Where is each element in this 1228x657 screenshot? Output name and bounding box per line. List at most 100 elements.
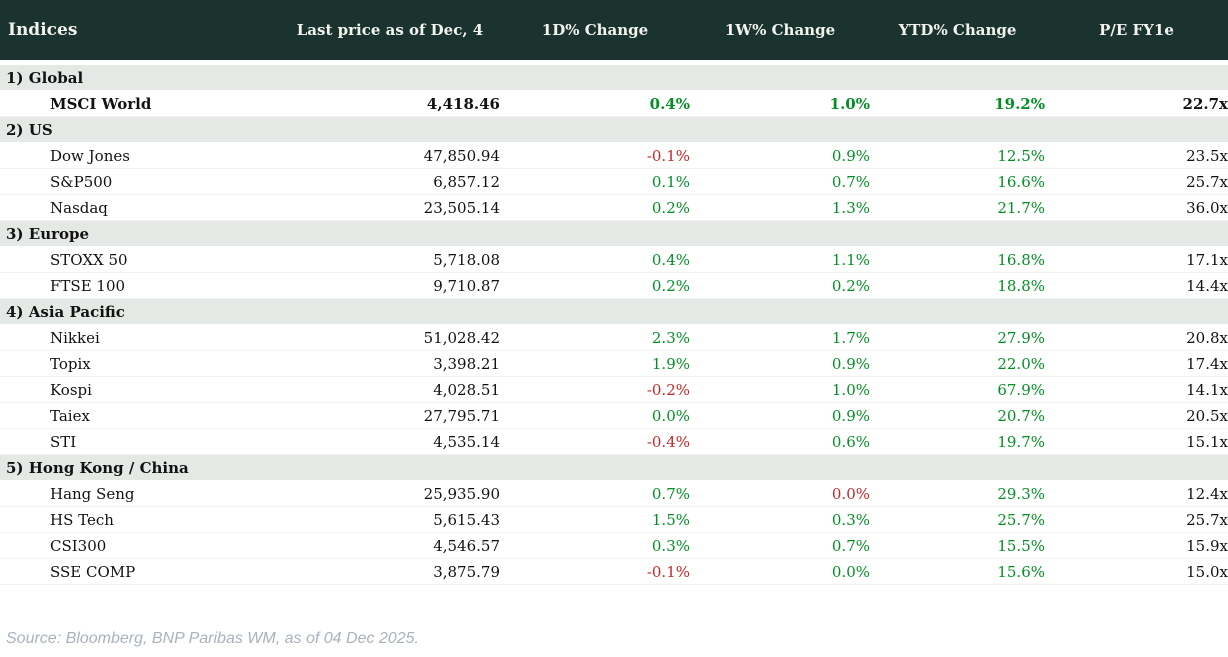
- change-1w: 1.1%: [690, 246, 870, 273]
- index-row: HS Tech 5,615.43 1.5% 0.3% 25.7% 25.7x: [0, 506, 1228, 533]
- change-1d: 2.3%: [500, 324, 690, 351]
- last-price: 4,028.51: [280, 376, 500, 403]
- last-price: 51,028.42: [280, 324, 500, 351]
- last-price: 5,615.43: [280, 506, 500, 533]
- change-ytd: 19.7%: [870, 428, 1045, 455]
- index-name: Dow Jones: [0, 142, 280, 169]
- table-header: Indices Last price as of Dec, 4 1D% Chan…: [0, 0, 1228, 65]
- change-1w: 0.7%: [690, 532, 870, 559]
- pe-ratio: 14.4x: [1045, 272, 1228, 299]
- pe-ratio: 17.4x: [1045, 350, 1228, 377]
- last-price: 4,546.57: [280, 532, 500, 559]
- index-row: MSCI World 4,418.46 0.4% 1.0% 19.2% 22.7x: [0, 90, 1228, 117]
- pe-ratio: 15.9x: [1045, 532, 1228, 559]
- pe-ratio: 20.8x: [1045, 324, 1228, 351]
- index-row: Dow Jones 47,850.94 -0.1% 0.9% 12.5% 23.5x: [0, 142, 1228, 169]
- change-1d: 0.2%: [500, 272, 690, 299]
- index-row: Topix 3,398.21 1.9% 0.9% 22.0% 17.4x: [0, 350, 1228, 377]
- change-1w: 0.0%: [690, 480, 870, 507]
- change-1w: 1.0%: [690, 376, 870, 403]
- index-name: SSE COMP: [0, 558, 280, 585]
- index-name: Topix: [0, 350, 280, 377]
- index-name: Hang Seng: [0, 480, 280, 507]
- pe-ratio: 20.5x: [1045, 402, 1228, 429]
- pe-ratio: 14.1x: [1045, 376, 1228, 403]
- change-1d: -0.1%: [500, 558, 690, 585]
- last-price: 27,795.71: [280, 402, 500, 429]
- change-ytd: 18.8%: [870, 272, 1045, 299]
- change-ytd: 21.7%: [870, 194, 1045, 221]
- index-row: Kospi 4,028.51 -0.2% 1.0% 67.9% 14.1x: [0, 376, 1228, 403]
- change-1d: 0.2%: [500, 194, 690, 221]
- index-name: HS Tech: [0, 506, 280, 533]
- change-ytd: 15.5%: [870, 532, 1045, 559]
- change-1w: 0.9%: [690, 350, 870, 377]
- change-ytd: 27.9%: [870, 324, 1045, 351]
- index-row: Nikkei 51,028.42 2.3% 1.7% 27.9% 20.8x: [0, 324, 1228, 351]
- last-price: 47,850.94: [280, 142, 500, 169]
- change-1d: 0.4%: [500, 246, 690, 273]
- change-1w: 0.9%: [690, 142, 870, 169]
- column-header-ytd-change: YTD% Change: [870, 0, 1045, 65]
- index-name: Taiex: [0, 402, 280, 429]
- section-header-row: 2) US: [0, 116, 1228, 143]
- change-1d: 0.0%: [500, 402, 690, 429]
- change-1d: 0.3%: [500, 532, 690, 559]
- change-1d: 0.4%: [500, 90, 690, 117]
- last-price: 3,875.79: [280, 558, 500, 585]
- section-header-row: 1) Global: [0, 62, 1228, 91]
- pe-ratio: 25.7x: [1045, 168, 1228, 195]
- section-header-row: 3) Europe: [0, 220, 1228, 247]
- change-1w: 1.3%: [690, 194, 870, 221]
- section-label: 4) Asia Pacific: [0, 298, 1228, 325]
- section-header-row: 4) Asia Pacific: [0, 298, 1228, 325]
- change-ytd: 22.0%: [870, 350, 1045, 377]
- index-name: S&P500: [0, 168, 280, 195]
- index-row: Taiex 27,795.71 0.0% 0.9% 20.7% 20.5x: [0, 402, 1228, 429]
- pe-ratio: 15.0x: [1045, 558, 1228, 585]
- index-row: STOXX 50 5,718.08 0.4% 1.1% 16.8% 17.1x: [0, 246, 1228, 273]
- index-name: CSI300: [0, 532, 280, 559]
- pe-ratio: 25.7x: [1045, 506, 1228, 533]
- column-header-1d-change: 1D% Change: [500, 0, 690, 65]
- index-name: STI: [0, 428, 280, 455]
- index-name: FTSE 100: [0, 272, 280, 299]
- column-header-1w-change: 1W% Change: [690, 0, 870, 65]
- change-1w: 1.0%: [690, 90, 870, 117]
- index-row: Nasdaq 23,505.14 0.2% 1.3% 21.7% 36.0x: [0, 194, 1228, 221]
- index-name: Kospi: [0, 376, 280, 403]
- source-note: Source: Bloomberg, BNP Paribas WM, as of…: [6, 630, 419, 647]
- section-label: 3) Europe: [0, 220, 1228, 247]
- change-1w: 0.0%: [690, 558, 870, 585]
- change-1d: 1.9%: [500, 350, 690, 377]
- pe-ratio: 36.0x: [1045, 194, 1228, 221]
- index-row: SSE COMP 3,875.79 -0.1% 0.0% 15.6% 15.0x: [0, 558, 1228, 585]
- indices-table-body: 1) Global MSCI World 4,418.46 0.4% 1.0% 19.2%…: [0, 62, 1228, 585]
- pe-ratio: 15.1x: [1045, 428, 1228, 455]
- change-ytd: 12.5%: [870, 142, 1045, 169]
- change-ytd: 15.6%: [870, 558, 1045, 585]
- last-price: 23,505.14: [280, 194, 500, 221]
- change-1w: 0.7%: [690, 168, 870, 195]
- change-1w: 0.6%: [690, 428, 870, 455]
- indices-table: Indices Last price as of Dec, 4 1D% Chan…: [0, 0, 1228, 585]
- change-1d: 0.1%: [500, 168, 690, 195]
- change-ytd: 20.7%: [870, 402, 1045, 429]
- last-price: 3,398.21: [280, 350, 500, 377]
- column-header-indices: Indices: [0, 0, 280, 65]
- column-header-pe: P/E FY1e: [1045, 0, 1228, 65]
- last-price: 5,718.08: [280, 246, 500, 273]
- index-name: MSCI World: [0, 90, 280, 117]
- change-1d: 0.7%: [500, 480, 690, 507]
- index-name: Nikkei: [0, 324, 280, 351]
- index-name: Nasdaq: [0, 194, 280, 221]
- last-price: 4,418.46: [280, 90, 500, 117]
- section-label: 2) US: [0, 116, 1228, 143]
- section-label: 1) Global: [0, 62, 1228, 91]
- last-price: 25,935.90: [280, 480, 500, 507]
- index-row: FTSE 100 9,710.87 0.2% 0.2% 18.8% 14.4x: [0, 272, 1228, 299]
- change-1w: 0.3%: [690, 506, 870, 533]
- change-ytd: 67.9%: [870, 376, 1045, 403]
- change-1w: 0.2%: [690, 272, 870, 299]
- change-1d: 1.5%: [500, 506, 690, 533]
